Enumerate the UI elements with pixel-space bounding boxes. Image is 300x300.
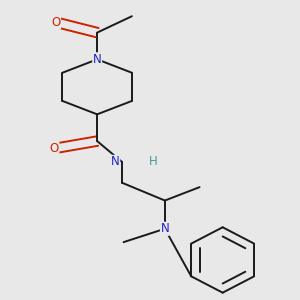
Text: O: O [50, 142, 59, 155]
Text: N: N [111, 155, 120, 168]
Text: O: O [51, 16, 61, 29]
Text: N: N [93, 53, 101, 66]
Text: N: N [160, 222, 169, 235]
Text: H: H [149, 155, 158, 168]
